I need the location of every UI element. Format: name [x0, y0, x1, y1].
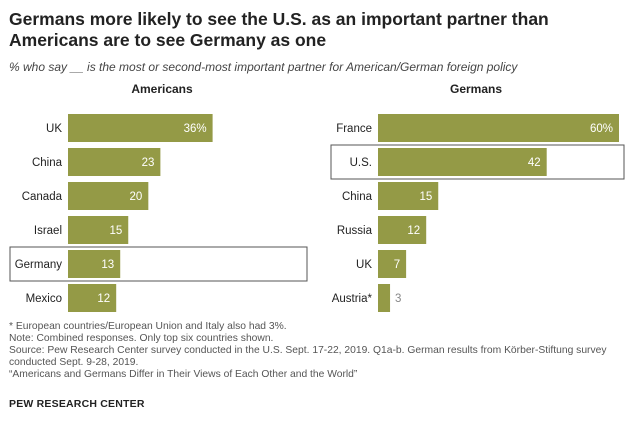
americans-china-value-label: 23 [142, 157, 155, 169]
chart-notes: * European countries/European Union and … [9, 321, 637, 381]
germans-austria-bar [378, 284, 391, 312]
footnote-asterisk: * European countries/European Union and … [9, 321, 287, 332]
americans-china-category-label: China [32, 157, 63, 169]
chart-subtitle: % who say __ is the most or second-most … [9, 60, 518, 74]
americans-uk-value-label: 36% [184, 123, 207, 135]
americans-china-bar [68, 148, 161, 176]
americans-canada-bar [68, 182, 149, 210]
americans-germany-highlight-box [9, 246, 308, 282]
germans-russia-value-label: 12 [407, 225, 420, 237]
germans-uk-bar [378, 250, 407, 278]
germans-france-category-label: France [336, 123, 372, 135]
germans-austria-category-label: Austria* [332, 293, 373, 305]
americans-mexico-value-label: 12 [97, 293, 110, 305]
americans-panel-title: Americans [131, 82, 193, 96]
germans-france-value-label: 60% [590, 123, 613, 135]
americans-germany-bar [68, 250, 121, 278]
americans-israel-value-label: 15 [109, 225, 122, 237]
germans-u-s-category-label: U.S. [350, 157, 372, 169]
source: Source: Pew Research Center survey condu… [9, 345, 607, 368]
germans-china-bar [378, 182, 439, 210]
americans-germany-category-label: Germany [15, 259, 63, 271]
americans-mexico-bar [68, 284, 117, 312]
americans-israel-category-label: Israel [34, 225, 62, 237]
germans-russia-bar [378, 216, 427, 244]
germans-china-value-label: 15 [419, 191, 432, 203]
americans-uk-category-label: UK [46, 123, 62, 135]
germans-russia-category-label: Russia [337, 225, 373, 237]
americans-canada-category-label: Canada [22, 191, 63, 203]
note: Note: Combined responses. Only top six c… [9, 333, 274, 344]
americans-mexico-category-label: Mexico [26, 293, 62, 305]
americans-canada-value-label: 20 [130, 191, 143, 203]
germans-u-s-highlight-box [330, 144, 625, 180]
germans-u-s-bar [378, 148, 547, 176]
germans-austria-value-label: 3 [395, 293, 401, 305]
pew-logo-text: PEW RESEARCH CENTER [9, 398, 145, 410]
americans-israel-bar [68, 216, 129, 244]
americans-germany-value-label: 13 [101, 259, 114, 271]
americans-uk-bar [68, 114, 213, 142]
germans-uk-category-label: UK [356, 259, 372, 271]
chart-title: Germans more likely to see the U.S. as a… [9, 9, 549, 50]
report-title: “Americans and Germans Differ in Their V… [9, 369, 358, 380]
germans-china-category-label: China [342, 191, 373, 203]
germans-panel-title: Germans [450, 82, 502, 96]
germans-u-s-value-label: 42 [528, 157, 541, 169]
germans-uk-value-label: 7 [394, 259, 400, 271]
germans-france-bar [378, 114, 619, 142]
